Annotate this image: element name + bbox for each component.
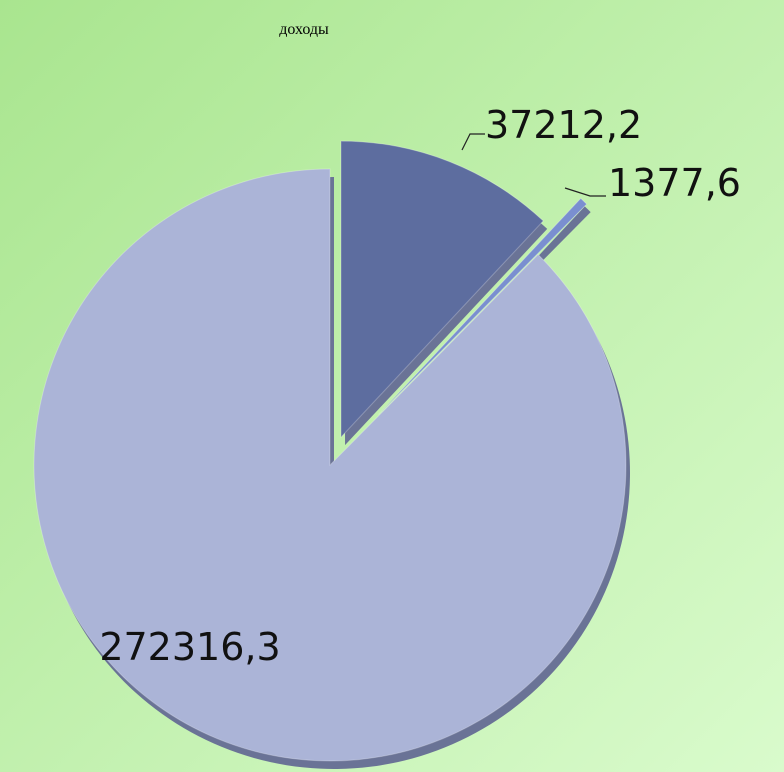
chart-title: доходы — [279, 21, 329, 38]
data-label: 37212,2 — [485, 103, 642, 147]
pie-slice — [33, 168, 627, 762]
leader-line — [564, 187, 606, 197]
pie-slice — [340, 140, 544, 439]
data-label: 1377,6 — [608, 161, 741, 205]
leader-line — [461, 133, 485, 151]
pie — [33, 140, 630, 769]
data-label: 272316,3 — [99, 625, 280, 669]
pie-slice — [378, 197, 588, 415]
